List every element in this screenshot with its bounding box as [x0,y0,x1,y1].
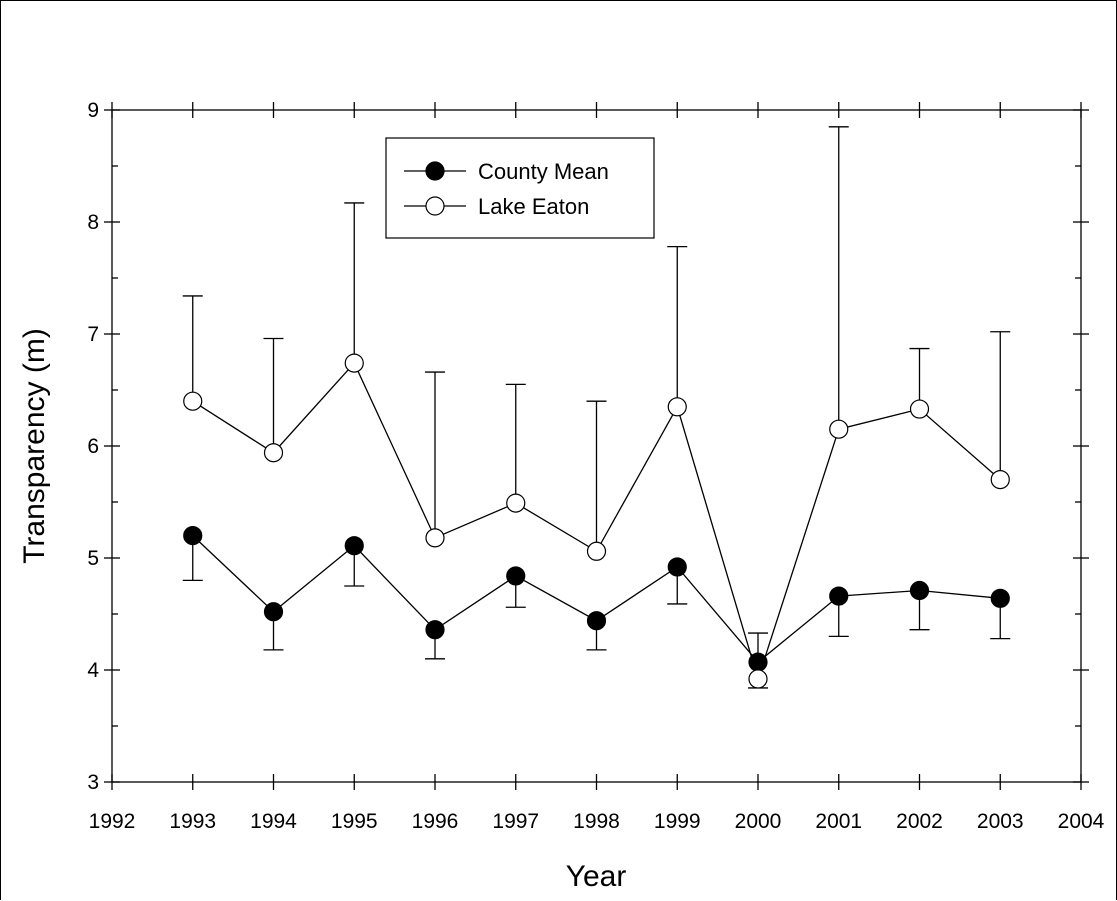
x-tick-label: 1993 [169,810,216,833]
legend-label-lake-eaton: Lake Eaton [478,194,589,219]
legend-label-county-mean: County Mean [478,159,609,184]
y-tick-label: 4 [87,659,99,682]
data-point-lake-eaton [748,669,768,689]
y-tick-label: 9 [87,99,99,122]
x-tick-label: 1995 [331,810,378,833]
data-point-lake-eaton [909,399,930,419]
data-point-county-mean [990,588,1010,608]
y-axis-label: Transparency (m) [18,328,51,564]
data-point-county-mean [344,536,364,556]
data-point-lake-eaton [990,470,1010,490]
y-tick-label: 6 [87,435,99,458]
data-point-lake-eaton [344,353,364,373]
data-point-county-mean [667,557,687,577]
data-point-county-mean [586,611,607,631]
legend-marker-county-mean [425,161,445,181]
data-point-lake-eaton [829,419,849,439]
data-point-lake-eaton [183,391,203,411]
data-point-county-mean [425,620,445,640]
data-point-county-mean [183,525,203,546]
data-point-lake-eaton [506,493,526,513]
data-point-lake-eaton [263,443,284,463]
x-tick-label: 1994 [250,810,297,833]
data-point-lake-eaton [667,397,687,417]
x-tick-label: 2002 [896,810,943,833]
x-tick-label: 1992 [89,810,136,833]
x-tick-label: 1996 [412,810,459,833]
legend-marker-lake-eaton [425,196,445,216]
x-tick-label: 2004 [1058,810,1105,833]
x-tick-label: 2001 [815,810,862,833]
y-tick-label: 7 [87,323,99,346]
data-point-county-mean [829,586,849,606]
legend-box [385,137,655,239]
data-point-county-mean [506,566,526,586]
y-tick-label: 8 [87,211,99,234]
x-tick-label: 1999 [654,810,701,833]
data-point-county-mean [748,652,768,672]
data-point-county-mean [909,580,930,601]
y-tick-label: 5 [87,547,99,570]
legend: County Mean Lake Eaton [385,137,655,239]
y-tick-label: 3 [87,771,99,794]
data-point-lake-eaton [586,541,607,561]
data-point-county-mean [263,602,284,622]
x-tick-label: 2000 [735,810,782,833]
x-tick-label: 1998 [573,810,620,833]
x-tick-label: 1997 [492,810,539,833]
x-axis-label: Year [566,860,627,893]
x-tick-label: 2003 [977,810,1024,833]
data-point-lake-eaton [425,528,445,548]
